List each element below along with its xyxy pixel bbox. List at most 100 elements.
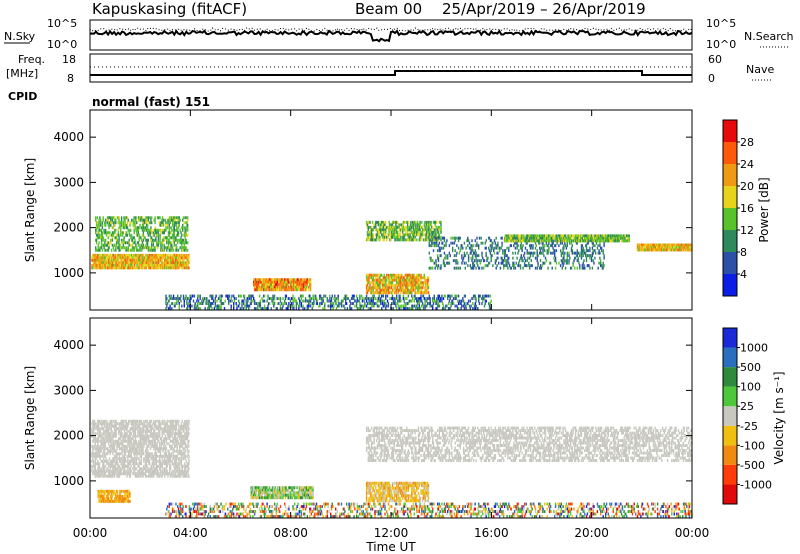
data-cell [478, 266, 481, 270]
data-cell [417, 223, 420, 227]
data-cell [97, 434, 100, 438]
data-cell [329, 297, 331, 300]
data-cell [534, 234, 537, 238]
data-cell [95, 474, 97, 478]
data-cell [408, 238, 410, 242]
data-cell [140, 253, 142, 257]
data-cell [643, 248, 645, 252]
data-cell [283, 280, 285, 284]
data-cell [107, 462, 109, 466]
data-cell [122, 241, 124, 245]
data-cell [120, 256, 122, 260]
data-cell [428, 225, 430, 229]
data-cell [565, 246, 568, 250]
data-cell [110, 469, 112, 473]
data-cell [96, 216, 99, 220]
data-cell [330, 304, 333, 308]
data-cell [453, 241, 456, 245]
data-cell [365, 223, 368, 227]
data-cell [233, 307, 235, 310]
data-cell [103, 422, 105, 426]
data-cell [524, 236, 527, 240]
data-cell [176, 228, 178, 232]
data-cell [138, 263, 141, 267]
data-cell [462, 259, 464, 263]
data-cell [178, 221, 180, 225]
data-cell [168, 223, 170, 227]
data-cell [255, 283, 257, 287]
data-cell [92, 419, 94, 423]
data-cell [146, 241, 149, 245]
data-cell [490, 249, 492, 253]
data-cell [457, 294, 460, 298]
data-cell [509, 244, 512, 248]
data-cell [406, 220, 409, 224]
data-cell [111, 424, 113, 428]
data-cell [137, 256, 139, 260]
data-cell [407, 228, 410, 232]
data-cell [472, 266, 474, 270]
data-cell [386, 286, 389, 290]
data-cell [647, 248, 650, 252]
data-cell [296, 283, 298, 287]
data-cell [619, 236, 621, 240]
data-cell [172, 248, 175, 252]
data-cell [121, 253, 123, 257]
data-cell [545, 236, 548, 240]
data-cell [246, 302, 248, 305]
data-cell [436, 241, 438, 245]
data-cell [166, 302, 169, 305]
data-cell [162, 238, 165, 242]
data-cell [523, 254, 525, 258]
data-cell [169, 256, 172, 260]
data-cell [463, 307, 466, 310]
data-cell [153, 228, 155, 232]
data-cell [95, 258, 97, 262]
data-cell [305, 285, 308, 289]
data-cell [125, 216, 127, 220]
data-cell [142, 228, 145, 232]
data-cell [688, 248, 691, 252]
data-cell [136, 248, 138, 252]
data-cell [552, 236, 554, 240]
data-cell [602, 251, 604, 255]
data-cell [268, 285, 270, 289]
data-cell [243, 299, 245, 303]
data-cell [159, 238, 161, 242]
data-cell [427, 228, 430, 232]
data-cell [376, 299, 379, 303]
data-cell [110, 459, 112, 463]
data-cell [377, 291, 379, 295]
data-cell [455, 266, 457, 270]
data-cell [398, 294, 400, 298]
data-cell [154, 246, 156, 250]
data-cell [136, 231, 138, 235]
data-cell [355, 304, 358, 308]
data-cell [167, 221, 170, 225]
data-cell [437, 244, 440, 248]
data-cell [581, 236, 583, 240]
data-cell [560, 236, 563, 240]
data-cell [98, 469, 101, 473]
data-cell [370, 291, 373, 295]
data-cell [97, 459, 99, 463]
data-cell [284, 302, 286, 305]
data-cell [369, 302, 371, 305]
data-cell [105, 427, 107, 431]
data-cell [452, 246, 454, 250]
data-cell [402, 307, 405, 310]
data-cell [107, 429, 109, 433]
data-cell [552, 234, 554, 238]
data-cell [366, 302, 369, 305]
data-cell [319, 297, 321, 300]
data-cell [315, 299, 318, 303]
data-cell [278, 302, 280, 305]
data-cell [289, 285, 291, 289]
data-cell [120, 266, 122, 270]
data-cell [187, 228, 189, 232]
data-cell [177, 266, 179, 270]
data-cell [97, 462, 99, 466]
data-cell [120, 221, 122, 225]
data-cell [418, 225, 420, 229]
data-cell [382, 276, 384, 280]
